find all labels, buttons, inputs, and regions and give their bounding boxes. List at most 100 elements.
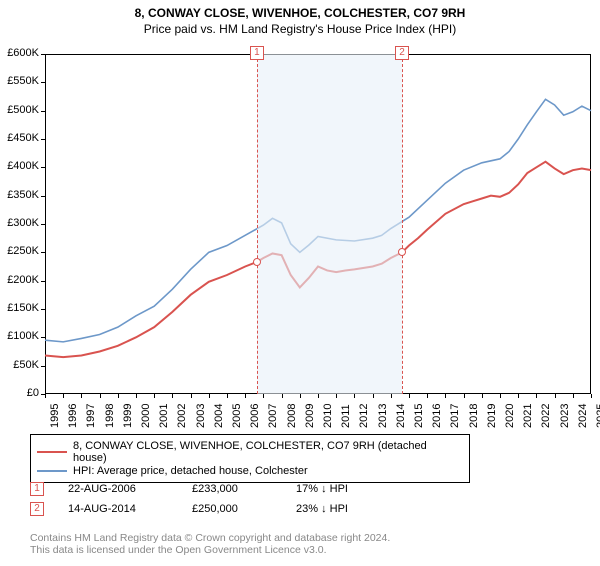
- y-tick-label: £150K: [0, 302, 39, 314]
- footer-line2: This data is licensed under the Open Gov…: [30, 544, 390, 556]
- x-tick: [227, 394, 228, 398]
- x-tick: [409, 394, 410, 398]
- sale-marker-1: 1: [250, 46, 264, 60]
- legend-swatch: [37, 451, 67, 453]
- sale-dot-1: [253, 258, 261, 266]
- legend-item: 8, CONWAY CLOSE, WIVENHOE, COLCHESTER, C…: [37, 440, 463, 464]
- x-tick-label: 2017: [449, 404, 461, 428]
- x-tick: [591, 394, 592, 398]
- legend-swatch: [37, 470, 67, 472]
- y-tick: [41, 366, 45, 367]
- x-tick-label: 2005: [231, 404, 243, 428]
- y-tick: [41, 224, 45, 225]
- x-tick-label: 2001: [158, 404, 170, 428]
- y-tick-label: £200K: [0, 274, 39, 286]
- sale-pct: 23% ↓ HPI: [296, 503, 348, 515]
- x-tick: [427, 394, 428, 398]
- x-tick: [63, 394, 64, 398]
- y-tick: [41, 139, 45, 140]
- sale-marker-2: 2: [395, 46, 409, 60]
- y-tick-label: £300K: [0, 217, 39, 229]
- x-tick: [191, 394, 192, 398]
- x-tick: [318, 394, 319, 398]
- y-tick-label: £400K: [0, 160, 39, 172]
- y-tick: [41, 196, 45, 197]
- y-tick: [41, 281, 45, 282]
- x-tick-label: 1999: [122, 404, 134, 428]
- shaded-region: [257, 54, 402, 394]
- x-tick-label: 2007: [267, 404, 279, 428]
- x-tick-label: 2010: [322, 404, 334, 428]
- x-tick: [154, 394, 155, 398]
- y-tick-label: £550K: [0, 75, 39, 87]
- x-tick: [136, 394, 137, 398]
- y-tick: [41, 82, 45, 83]
- x-tick: [172, 394, 173, 398]
- y-tick-label: £600K: [0, 47, 39, 59]
- x-tick: [373, 394, 374, 398]
- x-tick-label: 2025: [595, 404, 600, 428]
- x-tick: [555, 394, 556, 398]
- y-tick-label: £50K: [0, 359, 39, 371]
- x-tick: [81, 394, 82, 398]
- x-tick-label: 2019: [486, 404, 498, 428]
- x-tick-label: 1995: [49, 404, 61, 428]
- footer-text: Contains HM Land Registry data © Crown c…: [30, 532, 390, 556]
- footer-line1: Contains HM Land Registry data © Crown c…: [30, 532, 390, 544]
- x-tick-label: 2018: [468, 404, 480, 428]
- x-tick: [263, 394, 264, 398]
- sale-row-marker: 2: [30, 502, 44, 516]
- x-tick: [100, 394, 101, 398]
- x-tick-label: 2000: [140, 404, 152, 428]
- sale-price: £250,000: [192, 503, 272, 515]
- x-tick-label: 2006: [249, 404, 261, 428]
- x-tick-label: 2021: [522, 404, 534, 428]
- sale-vline-2: [402, 54, 403, 394]
- sale-row: 214-AUG-2014£250,00023% ↓ HPI: [30, 502, 348, 516]
- x-tick: [482, 394, 483, 398]
- y-tick-label: £100K: [0, 330, 39, 342]
- sale-pct: 17% ↓ HPI: [296, 483, 348, 495]
- x-tick: [354, 394, 355, 398]
- x-tick: [391, 394, 392, 398]
- y-tick: [41, 54, 45, 55]
- y-tick: [41, 337, 45, 338]
- x-tick-label: 2012: [358, 404, 370, 428]
- x-tick-label: 2023: [559, 404, 571, 428]
- x-tick-label: 2004: [213, 404, 225, 428]
- legend-item: HPI: Average price, detached house, Colc…: [37, 465, 463, 477]
- y-tick-label: £500K: [0, 104, 39, 116]
- legend-label: HPI: Average price, detached house, Colc…: [73, 465, 308, 477]
- y-tick-label: £450K: [0, 132, 39, 144]
- sale-row-marker: 1: [30, 482, 44, 496]
- x-tick: [518, 394, 519, 398]
- x-tick-label: 1997: [85, 404, 97, 428]
- x-tick: [500, 394, 501, 398]
- x-tick: [445, 394, 446, 398]
- x-tick-label: 2013: [377, 404, 389, 428]
- x-tick-label: 2002: [176, 404, 188, 428]
- x-tick-label: 2020: [504, 404, 516, 428]
- x-tick: [282, 394, 283, 398]
- x-tick: [245, 394, 246, 398]
- sale-price: £233,000: [192, 483, 272, 495]
- legend-label: 8, CONWAY CLOSE, WIVENHOE, COLCHESTER, C…: [73, 440, 463, 464]
- sale-date: 22-AUG-2006: [68, 483, 168, 495]
- x-tick: [118, 394, 119, 398]
- y-tick-label: £0: [0, 387, 39, 399]
- x-tick-label: 2003: [195, 404, 207, 428]
- x-tick-label: 2015: [413, 404, 425, 428]
- x-tick: [536, 394, 537, 398]
- y-tick: [41, 167, 45, 168]
- x-tick: [45, 394, 46, 398]
- y-tick-label: £350K: [0, 189, 39, 201]
- x-tick: [464, 394, 465, 398]
- sale-vline-1: [257, 54, 258, 394]
- x-tick-label: 1998: [104, 404, 116, 428]
- x-tick-label: 1996: [67, 404, 79, 428]
- x-tick-label: 2009: [304, 404, 316, 428]
- x-tick-label: 2024: [577, 404, 589, 428]
- y-tick-label: £250K: [0, 245, 39, 257]
- chart-container: 8, CONWAY CLOSE, WIVENHOE, COLCHESTER, C…: [0, 6, 600, 566]
- x-tick: [300, 394, 301, 398]
